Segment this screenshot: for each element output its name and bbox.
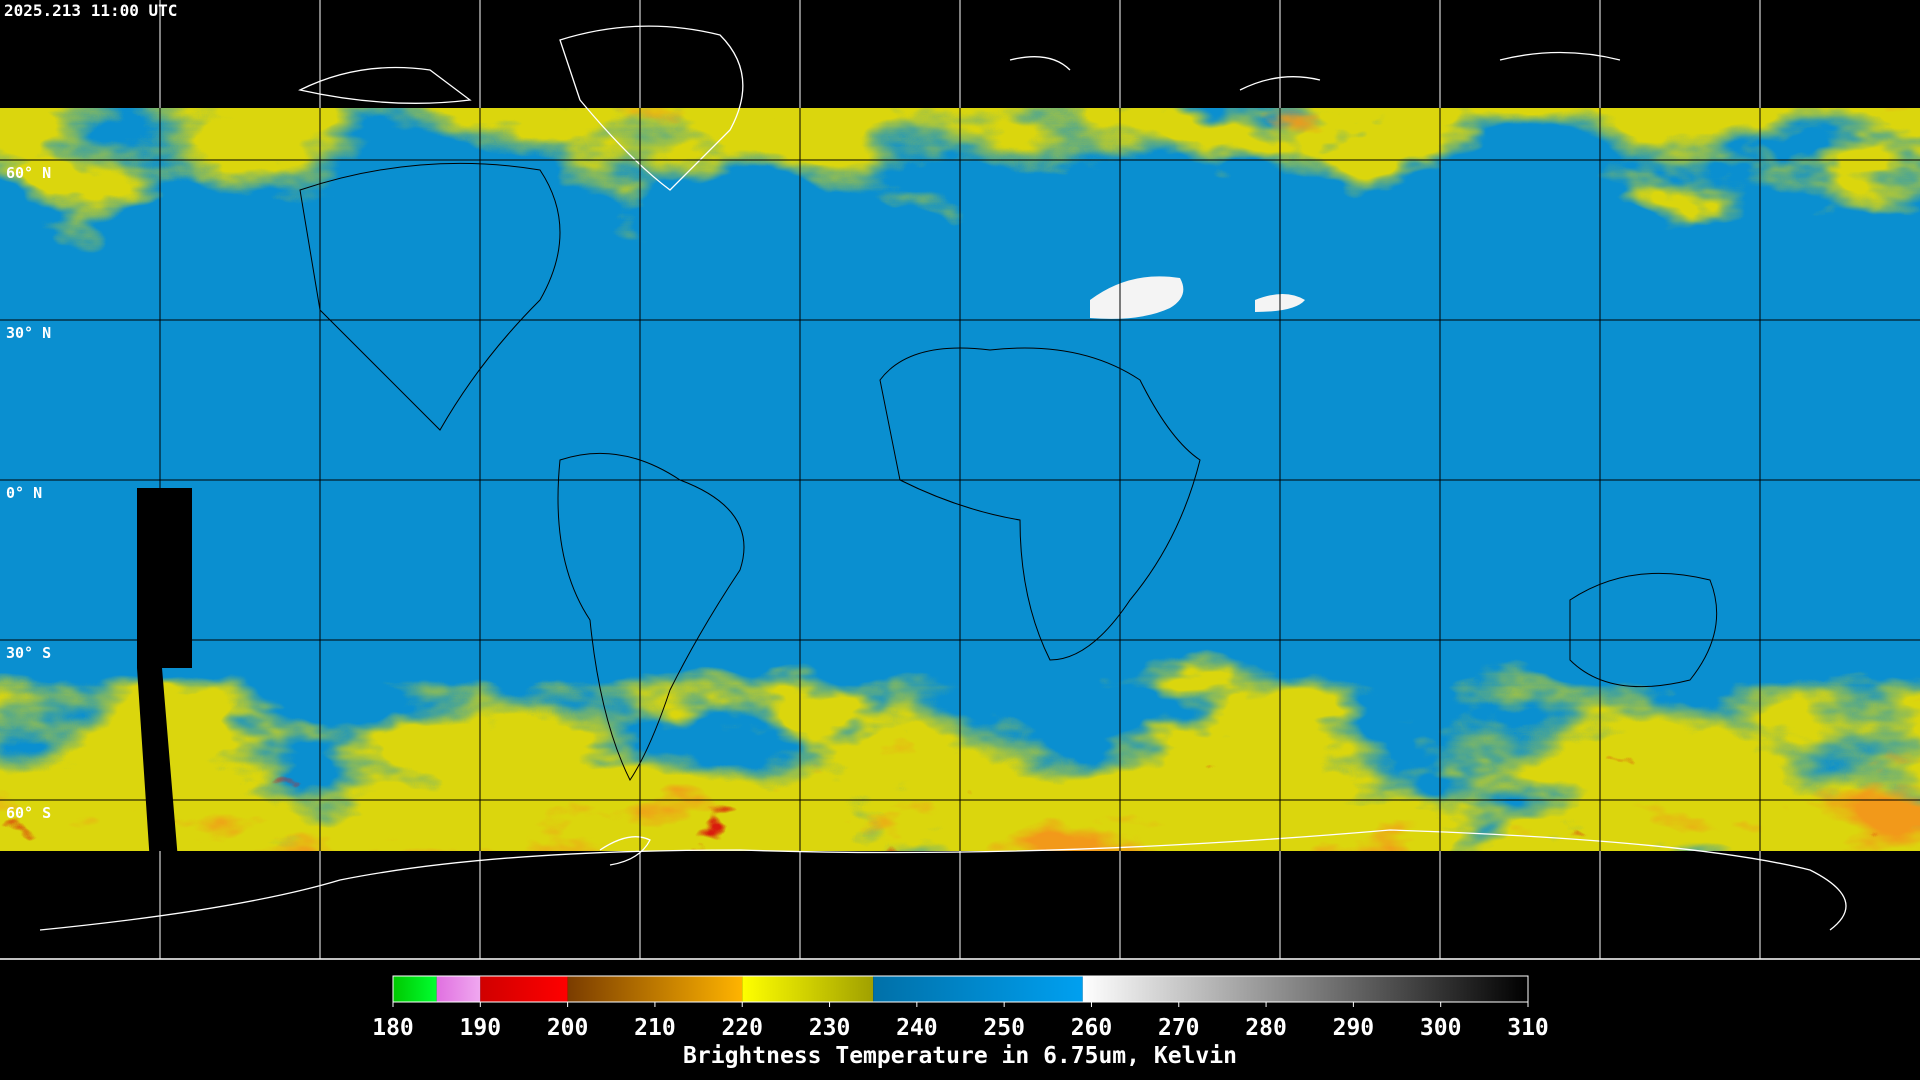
lat-label: 60° S <box>6 804 51 822</box>
colorbar-tick-label: 250 <box>983 1015 1025 1041</box>
colorbar-segment <box>436 976 481 1002</box>
colorbar-tick-label: 240 <box>896 1015 938 1041</box>
colorbar-tick-label: 290 <box>1333 1015 1375 1041</box>
colorbar-frame <box>392 975 1529 1003</box>
colorbar-segment <box>480 976 568 1002</box>
coastlines <box>39 25 1847 931</box>
lat-label: 60° N <box>6 164 51 182</box>
latitude-labels: 60° N 30° N 0° N 30° S 60° S <box>6 164 51 822</box>
colorbar-segment <box>1082 976 1528 1002</box>
graticule <box>0 0 1920 959</box>
colorbar-tick-label: 220 <box>721 1015 763 1041</box>
dry-area <box>1090 276 1305 319</box>
colorbar-segment <box>567 976 743 1002</box>
colorbar-tick-label: 260 <box>1071 1015 1113 1041</box>
colorbar-segment <box>393 976 437 1002</box>
colorbar-tick-label: 300 <box>1420 1015 1462 1041</box>
colorbar-segment <box>873 976 1083 1002</box>
colorbar-tick-label: 270 <box>1158 1015 1200 1041</box>
lat-label: 0° N <box>6 484 42 502</box>
colorbar-tick-label: 190 <box>460 1015 502 1041</box>
colorbar-tick-label: 280 <box>1245 1015 1287 1041</box>
timestamp: 2025.213 11:00 UTC <box>4 1 177 20</box>
lat-label: 30° N <box>6 324 51 342</box>
colorbar-tick-label: 200 <box>547 1015 589 1041</box>
colorbar-title: Brightness Temperature in 6.75um, Kelvin <box>683 1043 1237 1069</box>
colorbar-tick-label: 210 <box>634 1015 676 1041</box>
colorbar-tick-label: 310 <box>1507 1015 1549 1041</box>
colorbar-tick-label: 180 <box>372 1015 414 1041</box>
colorbar-segment <box>742 976 874 1002</box>
colorbar-tick-label: 230 <box>809 1015 851 1041</box>
colorbar: 180 190 200 210 220 230 240 250 260 270 280 290 300 3… <box>372 975 1549 1041</box>
data-gap <box>137 488 192 968</box>
lat-label: 30° S <box>6 644 51 662</box>
